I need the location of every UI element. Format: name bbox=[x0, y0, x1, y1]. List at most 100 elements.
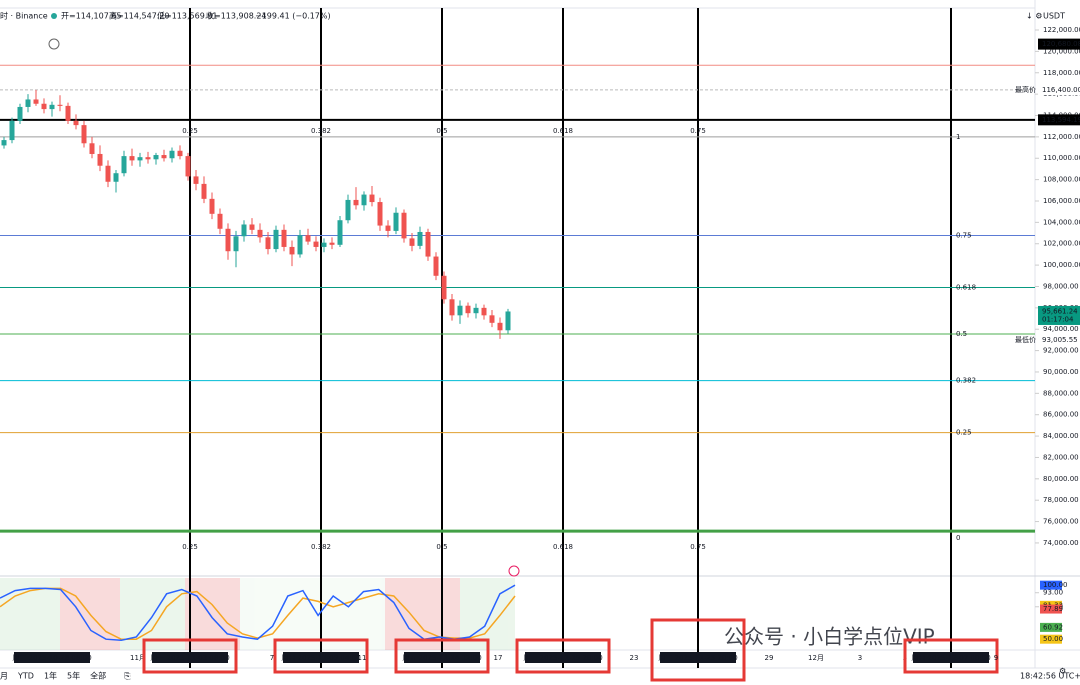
osc-tag bbox=[1040, 634, 1062, 644]
fib-time-label: 0.25 bbox=[182, 543, 198, 551]
price-tag-label: 93,005.55 bbox=[1042, 336, 1078, 344]
time-label: 周一 2025-11-03 08:00 bbox=[150, 654, 229, 662]
time-label: 9 bbox=[994, 654, 998, 662]
header: 时 · Binance 开=114,107.65 高=114,547.20 低=… bbox=[0, 11, 1065, 21]
time-label: 3 bbox=[858, 654, 862, 662]
candle-body bbox=[97, 153, 103, 166]
time-label: 周二 2025-11-25 20:00 bbox=[658, 654, 737, 662]
annotation-box bbox=[903, 638, 999, 674]
candle-body bbox=[473, 307, 479, 314]
annotation-box bbox=[142, 638, 238, 674]
y-tick-label: 82,000.00 bbox=[1043, 453, 1079, 461]
currency: USDT bbox=[1043, 12, 1065, 21]
candle-body bbox=[273, 229, 279, 250]
low: 低=113,569.91 bbox=[157, 11, 218, 21]
candle-body bbox=[33, 99, 39, 104]
time-label: 7 bbox=[270, 654, 274, 662]
range-button[interactable]: 5年 bbox=[67, 671, 80, 681]
fib-label: 1 bbox=[956, 133, 960, 141]
osc-tick-label: 77.89 bbox=[1043, 605, 1063, 613]
range-button[interactable]: YTD bbox=[17, 672, 34, 681]
candle-body bbox=[185, 156, 191, 177]
y-tick-label: 98,000.00 bbox=[1043, 282, 1079, 290]
price-tag bbox=[1038, 38, 1080, 50]
fib-time-label: 0.75 bbox=[690, 127, 706, 135]
candle-body bbox=[137, 157, 143, 161]
candle-body bbox=[353, 199, 359, 206]
time-label: 周五 2025-11-14 12:00 bbox=[402, 654, 481, 662]
candle-body bbox=[401, 212, 407, 239]
time-label: 11 bbox=[358, 654, 367, 662]
osc-tick-label: 50.00 bbox=[1043, 635, 1063, 643]
candle-body bbox=[65, 105, 71, 121]
alert-icon[interactable] bbox=[508, 565, 520, 577]
open: 开=114,107.65 bbox=[61, 12, 122, 21]
candle-body bbox=[25, 99, 31, 107]
price-tag bbox=[1038, 334, 1080, 346]
y-tick-label: 94,000.00 bbox=[1043, 325, 1079, 333]
time-label: 周日 2025-11-09 04:00 bbox=[281, 654, 360, 662]
time-highlight bbox=[14, 652, 90, 663]
y-tick-label: 74,000.00 bbox=[1043, 539, 1079, 547]
y-tick-label: 118,000.00 bbox=[1043, 69, 1080, 77]
time-highlight bbox=[404, 652, 480, 663]
candle-body bbox=[193, 176, 199, 184]
time-label: 周二 2025-10-28 08:00 bbox=[12, 654, 91, 662]
time-label: 周三 2025-11-19 20:00 bbox=[523, 654, 602, 662]
y-tick-label: 120,000.00 bbox=[1043, 47, 1080, 55]
y-tick-label: 102,000.00 bbox=[1043, 240, 1080, 248]
candle-body bbox=[329, 242, 335, 245]
candle-body bbox=[281, 229, 287, 247]
add-icon[interactable] bbox=[48, 38, 60, 50]
annotation-box bbox=[650, 618, 746, 682]
y-tick-label: 112,000.00 bbox=[1043, 133, 1080, 141]
fib-label: 0.75 bbox=[956, 231, 972, 239]
candle-body bbox=[57, 104, 63, 106]
fib-label: 0 bbox=[956, 534, 960, 542]
compare-icon[interactable]: ⎘ bbox=[124, 672, 131, 681]
candle-body bbox=[481, 307, 487, 316]
fib-time-label: 0.5 bbox=[436, 127, 447, 135]
candle-body bbox=[385, 225, 391, 231]
y-tick-label: 92,000.00 bbox=[1043, 347, 1079, 355]
fib-label: 0.382 bbox=[956, 377, 976, 385]
time-label: 17 bbox=[494, 654, 503, 662]
candle-body bbox=[169, 150, 175, 159]
candle-body bbox=[177, 150, 183, 157]
osc-tag bbox=[1040, 622, 1062, 632]
candle-body bbox=[361, 194, 367, 206]
candle-body bbox=[225, 228, 231, 252]
candle-body bbox=[321, 242, 327, 247]
price-tag-label: 116,400.00 bbox=[1042, 86, 1080, 94]
y-tick-label: 86,000.00 bbox=[1043, 411, 1079, 419]
range-button[interactable]: 1年 bbox=[44, 671, 57, 681]
menu-icons[interactable]: ↓ ⚙ bbox=[1026, 12, 1042, 21]
candle-body bbox=[433, 256, 439, 276]
y-tick-label: 108,000.00 bbox=[1043, 176, 1080, 184]
y-tick-label: 78,000.00 bbox=[1043, 496, 1079, 504]
y-tick-label: 90,000.00 bbox=[1043, 368, 1079, 376]
candle-body bbox=[49, 104, 55, 110]
price-tag bbox=[1038, 114, 1080, 126]
range-button[interactable]: 全部 bbox=[90, 671, 106, 681]
settings-icon[interactable]: ⚙ bbox=[1059, 667, 1066, 676]
time-highlight bbox=[152, 652, 228, 663]
y-tick-label: 88,000.00 bbox=[1043, 389, 1079, 397]
osc-tick-label: 100.00 bbox=[1043, 581, 1068, 589]
fib-label: 0.618 bbox=[956, 283, 976, 291]
candle-body bbox=[409, 238, 415, 246]
time-label: 23 bbox=[630, 654, 639, 662]
osc-tag bbox=[1040, 604, 1062, 614]
candle-body bbox=[465, 305, 471, 314]
watermark: 公众号 · 小白学点位VIP bbox=[724, 625, 935, 649]
fib-time-label: 0.25 bbox=[182, 127, 198, 135]
candle-body bbox=[489, 315, 495, 323]
fib-time-label: 0.5 bbox=[436, 543, 447, 551]
candle-body bbox=[313, 241, 319, 247]
range-button[interactable]: 月 bbox=[0, 672, 8, 681]
time-highlight bbox=[660, 652, 736, 663]
candle-body bbox=[265, 237, 271, 250]
fib-time-label: 0.618 bbox=[553, 543, 573, 551]
price-tag-countdown: 01:17:04 bbox=[1042, 315, 1074, 323]
